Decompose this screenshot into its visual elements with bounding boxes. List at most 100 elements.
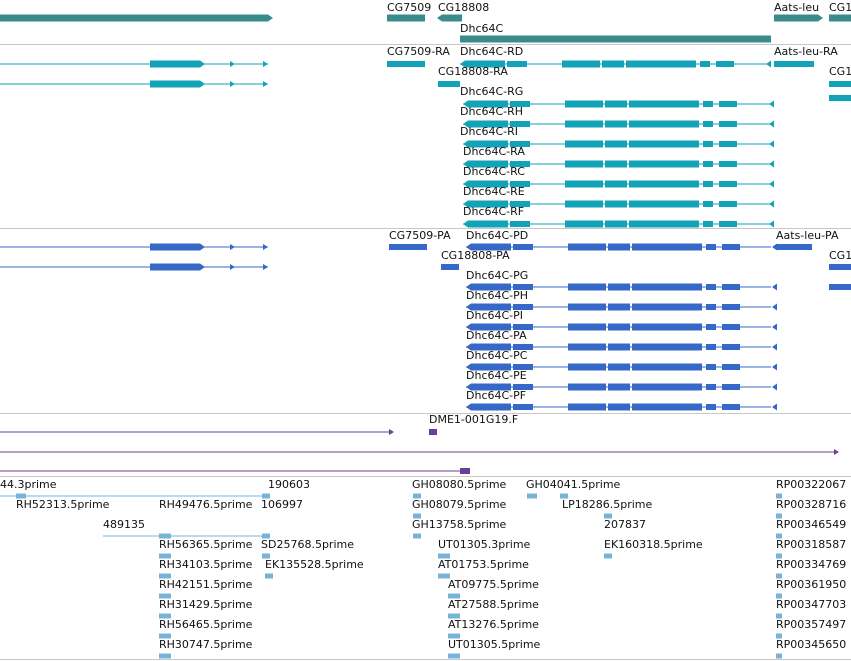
est-glyph-5-0[interactable]: [159, 593, 171, 599]
protein-cg1-a[interactable]: [829, 264, 851, 270]
label-est-489135[interactable]: 489135: [103, 518, 145, 531]
mrna-dhc64c-row-2-end-arrow[interactable]: [769, 140, 774, 148]
gene-glyph-aats-leu[interactable]: [774, 14, 818, 22]
protein-dhc64c-row-2-exon-2[interactable]: [513, 324, 533, 330]
protein-dhc64c-pd-exon-3[interactable]: [568, 243, 606, 251]
protein-dhc64c-row-1-exon-7[interactable]: [722, 304, 740, 310]
est-glyph-3-3[interactable]: [604, 553, 612, 559]
label-est-gh04041[interactable]: GH04041.5prime: [526, 478, 621, 491]
label-est-rh34103[interactable]: RH34103.5prime: [159, 558, 253, 571]
mrna-dhc64c-row-2-exon-7[interactable]: [719, 141, 737, 147]
label-dhc64c-ra[interactable]: Dhc64C-RA: [463, 145, 525, 158]
protein-dhc64c-row-5-exon-5[interactable]: [632, 383, 702, 391]
label-est-rp00361950[interactable]: RP00361950: [776, 578, 847, 591]
est-glyph-2-2[interactable]: [262, 533, 270, 539]
mrna-aats-leu-ra[interactable]: [774, 61, 814, 67]
label-dhc64c-pc[interactable]: Dhc64C-PC: [466, 349, 528, 362]
protein-cg18808-pa[interactable]: [441, 264, 459, 270]
label-dhc64c-pe[interactable]: Dhc64C-PE: [466, 369, 527, 382]
label-cg18808-ra[interactable]: CG18808-RA: [438, 65, 508, 78]
label-est-rp00318587[interactable]: RP00318587: [776, 538, 847, 551]
protein-dhc64c-row-1-exon-6[interactable]: [706, 304, 716, 310]
label-est-rh49476[interactable]: RH49476.5prime: [159, 498, 253, 511]
protein-dhc64c-row-3-exon-5[interactable]: [632, 343, 702, 351]
protein-dhc64c-row-5-exon-7[interactable]: [722, 384, 740, 390]
mrna-dhc64c-row-2-exon-1[interactable]: [468, 140, 508, 148]
est-glyph-6-2[interactable]: [776, 613, 782, 619]
est-glyph-3-4[interactable]: [776, 553, 782, 559]
mrna-left-b-exon-1[interactable]: [150, 80, 200, 88]
label-est-rp00328716[interactable]: RP00328716: [776, 498, 847, 511]
mrna-dhc64c-row-0-exon-1[interactable]: [468, 100, 508, 108]
clone-end-3[interactable]: [460, 468, 470, 474]
protein-aats-leu-pa[interactable]: [776, 244, 812, 250]
mrna-dhc64c-row-6-exon-3[interactable]: [565, 220, 603, 228]
clone-dme1-001g19-f[interactable]: [429, 429, 437, 435]
protein-left-a-arrow-1[interactable]: [200, 243, 205, 251]
protein-dhc64c-row-5-exon-3[interactable]: [568, 383, 606, 391]
label-est-rh56365[interactable]: RH56365.5prime: [159, 538, 253, 551]
protein-cg1-b[interactable]: [829, 284, 851, 290]
protein-dhc64c-row-5-exon-1[interactable]: [471, 383, 511, 391]
label-cg18808-pa[interactable]: CG18808-PA: [441, 249, 510, 262]
label-dhc64c-pd[interactable]: Dhc64C-PD: [466, 229, 529, 242]
mrna-dhc64c-row-3-start-arrow[interactable]: [463, 160, 468, 168]
label-est-gh08079[interactable]: GH08079.5prime: [412, 498, 507, 511]
mrna-cg1-a[interactable]: [829, 81, 851, 87]
protein-dhc64c-row-2-end-arrow[interactable]: [772, 323, 777, 331]
mrna-dhc64c-rd-exon-2[interactable]: [507, 61, 527, 67]
mrna-dhc64c-row-6-exon-4[interactable]: [605, 220, 627, 228]
label-dhc64c-pf[interactable]: Dhc64C-PF: [466, 389, 527, 402]
label-dhc64c-rd[interactable]: Dhc64C-RD: [460, 45, 524, 58]
mrna-dhc64c-row-0-exon-7[interactable]: [719, 101, 737, 107]
protein-dhc64c-row-4-end-arrow[interactable]: [772, 363, 777, 371]
protein-dhc64c-row-3-exon-1[interactable]: [471, 343, 511, 351]
protein-dhc64c-row-6-exon-7[interactable]: [722, 404, 740, 410]
protein-dhc64c-row-0-exon-3[interactable]: [568, 283, 606, 291]
protein-dhc64c-row-3-exon-7[interactable]: [722, 344, 740, 350]
mrna-dhc64c-row-6-end-arrow[interactable]: [769, 220, 774, 228]
protein-dhc64c-pd-exon-6[interactable]: [706, 244, 716, 250]
est-glyph-2-1[interactable]: [159, 533, 171, 539]
est-glyph-8-0[interactable]: [159, 653, 171, 659]
protein-dhc64c-row-2-exon-4[interactable]: [608, 323, 630, 331]
protein-dhc64c-row-2-exon-1[interactable]: [471, 323, 511, 331]
est-glyph-1-0[interactable]: [413, 513, 421, 519]
protein-dhc64c-row-3-end-arrow[interactable]: [772, 343, 777, 351]
mrna-dhc64c-row-5-start-arrow[interactable]: [463, 200, 468, 208]
est-glyph-3-0[interactable]: [159, 553, 171, 559]
protein-dhc64c-pd-exon-5[interactable]: [632, 243, 702, 251]
mrna-dhc64c-row-5-exon-4[interactable]: [605, 200, 627, 208]
label-est-ek135528[interactable]: EK135528.5prime: [265, 558, 364, 571]
protein-left-b-exon-1[interactable]: [150, 263, 200, 271]
protein-dhc64c-row-6-start-arrow[interactable]: [466, 403, 471, 411]
mrna-left-b-arrow-3[interactable]: [263, 81, 268, 87]
mrna-dhc64c-row-2-exon-4[interactable]: [605, 140, 627, 148]
mrna-dhc64c-row-2-exon-6[interactable]: [703, 141, 713, 147]
mrna-dhc64c-row-2-exon-3[interactable]: [565, 140, 603, 148]
mrna-dhc64c-rd-exon-7[interactable]: [716, 61, 734, 67]
label-dhc64c-rh[interactable]: Dhc64C-RH: [460, 105, 524, 118]
label-aats-leu-pa[interactable]: Aats-leu-PA: [776, 229, 839, 242]
protein-dhc64c-row-4-exon-2[interactable]: [513, 364, 533, 370]
mrna-dhc64c-rd-exon-5[interactable]: [626, 60, 696, 68]
mrna-dhc64c-row-1-exon-3[interactable]: [565, 120, 603, 128]
est-glyph-3-1[interactable]: [262, 553, 270, 559]
mrna-dhc64c-rd-exon-1[interactable]: [465, 60, 505, 68]
mrna-left-a-arrow-3[interactable]: [263, 61, 268, 67]
est-glyph-0-2[interactable]: [262, 493, 270, 499]
protein-left-a-exon-1[interactable]: [150, 243, 200, 251]
mrna-dhc64c-row-6-exon-2[interactable]: [510, 221, 530, 227]
label-est-ut01305-5[interactable]: UT01305.5prime: [448, 638, 541, 651]
protein-dhc64c-row-5-start-arrow[interactable]: [466, 383, 471, 391]
mrna-dhc64c-row-1-exon-4[interactable]: [605, 120, 627, 128]
mrna-dhc64c-rd-end-arrow[interactable]: [766, 60, 771, 68]
est-glyph-2-4[interactable]: [776, 533, 782, 539]
protein-dhc64c-row-6-end-arrow[interactable]: [772, 403, 777, 411]
protein-dhc64c-pd-exon-1[interactable]: [471, 243, 511, 251]
label-est-190603[interactable]: 190603: [268, 478, 310, 491]
label-est-rh52313[interactable]: RH52313.5prime: [16, 498, 110, 511]
label-est-rp00345650[interactable]: RP00345650: [776, 638, 847, 651]
mrna-dhc64c-row-2-exon-2[interactable]: [510, 141, 530, 147]
